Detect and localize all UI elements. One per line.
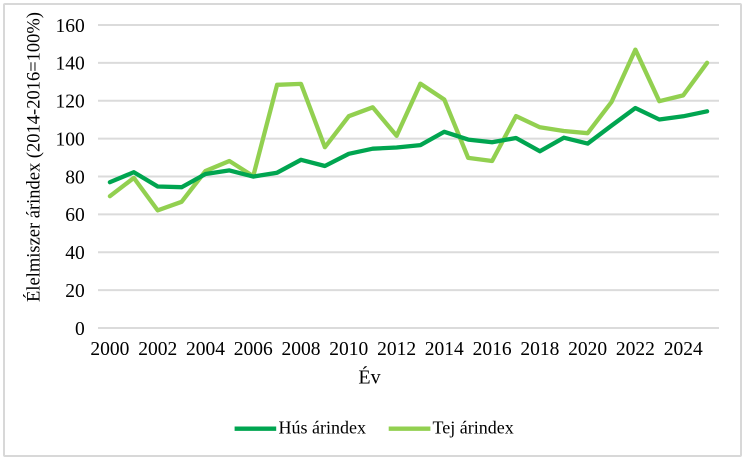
svg-text:2006: 2006 bbox=[234, 339, 273, 360]
svg-text:140: 140 bbox=[55, 54, 84, 75]
svg-text:2002: 2002 bbox=[138, 339, 177, 360]
svg-text:120: 120 bbox=[55, 92, 84, 113]
svg-text:Hús árindex: Hús árindex bbox=[279, 418, 366, 438]
svg-text:40: 40 bbox=[65, 243, 85, 264]
svg-text:2020: 2020 bbox=[568, 339, 607, 360]
svg-text:2024: 2024 bbox=[664, 339, 703, 360]
svg-text:20: 20 bbox=[65, 281, 85, 302]
svg-text:2016: 2016 bbox=[473, 339, 512, 360]
svg-text:2012: 2012 bbox=[377, 339, 416, 360]
svg-text:2000: 2000 bbox=[90, 339, 129, 360]
svg-text:2014: 2014 bbox=[425, 339, 464, 360]
svg-text:2010: 2010 bbox=[329, 339, 368, 360]
svg-text:Tej árindex: Tej árindex bbox=[433, 418, 514, 438]
svg-text:60: 60 bbox=[65, 205, 85, 226]
svg-text:100: 100 bbox=[55, 129, 84, 150]
svg-text:2004: 2004 bbox=[186, 339, 225, 360]
svg-text:2018: 2018 bbox=[520, 339, 559, 360]
svg-text:80: 80 bbox=[65, 167, 85, 188]
svg-text:2008: 2008 bbox=[282, 339, 321, 360]
svg-text:Élelmiszer árindex (2014-2016=: Élelmiszer árindex (2014-2016=100%) bbox=[23, 12, 45, 302]
svg-text:Év: Év bbox=[358, 366, 380, 389]
svg-text:160: 160 bbox=[55, 16, 84, 37]
svg-text:0: 0 bbox=[75, 319, 85, 340]
svg-text:2022: 2022 bbox=[616, 339, 655, 360]
